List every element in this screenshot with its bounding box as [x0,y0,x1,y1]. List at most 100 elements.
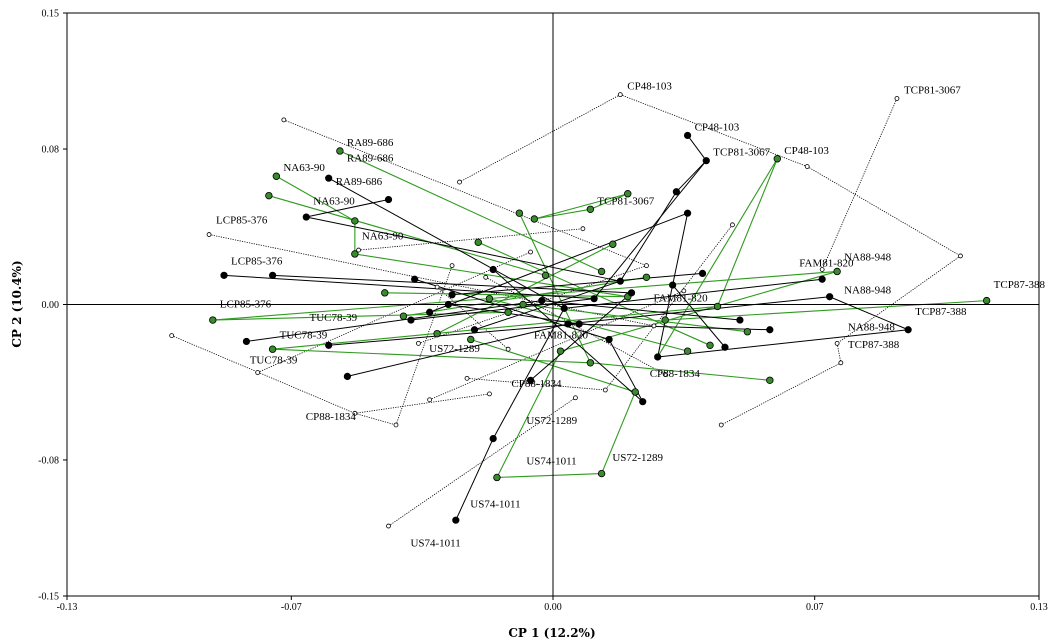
segment-green-6 [590,362,770,381]
point-black-24 [564,320,572,328]
point-white-25 [602,387,608,393]
segment-green-13 [212,311,509,321]
point-black-5 [325,174,333,182]
point-black-33 [575,320,583,328]
point-green-12 [209,316,217,324]
segment-black-15 [347,323,569,377]
x-axis-label: CP 1 (12.2%) [508,626,595,640]
point-white-14 [352,410,358,416]
segment-green-15 [496,473,602,479]
segment-black-6 [657,329,909,358]
y-tick-label: 0.15 [42,9,60,20]
point-label-33: US74-1011 [526,456,576,468]
point-green-34 [713,302,722,311]
point-black-36 [698,269,707,278]
point-black-25 [654,353,662,361]
point-white-10 [206,232,212,237]
segment-green-22 [518,212,591,364]
point-green-28 [586,359,595,367]
point-green-18 [609,240,617,248]
segment-green-5 [665,300,987,321]
point-black-11 [325,341,333,349]
point-black-21 [616,277,624,285]
point-black-37 [721,343,729,351]
segment-black-26 [410,298,595,321]
segment-black-25 [414,278,610,340]
point-white-3 [958,253,963,259]
point-label-11: NA63-90 [362,230,404,242]
point-label-18: FAM81-820 [799,257,854,269]
x-tick-label: 0.00 [544,602,562,613]
point-black-9 [269,271,277,279]
segment-thin-10 [358,228,583,251]
segment-thin-16 [395,265,453,426]
point-label-34: US74-1011 [470,498,520,510]
point-label-30: CP88-1834 [511,378,562,390]
point-label-25: TCP87-388 [915,306,967,318]
point-label-35: US74-1011 [410,537,460,549]
y-tick-label: 0.00 [42,300,60,311]
y-tick-label: 0.08 [42,145,60,156]
segment-black-8 [328,177,565,309]
point-label-13: LCP85-376 [231,256,283,268]
point-label-32: CP88-1834 [306,411,357,423]
point-black-29 [407,316,415,324]
point-white-2 [804,164,810,169]
segment-thin-12 [354,412,397,426]
point-label-5: TCP81-3067 [597,195,654,207]
segment-black-1 [676,160,707,193]
point-green-4 [982,296,991,305]
point-black-3 [826,293,834,301]
point-green-8 [272,172,281,180]
point-label-0: CP48-103 [627,81,672,93]
point-label-4: TCP81-3067 [713,147,770,159]
point-label-21: NA88-948 [844,252,892,264]
segment-thin-7 [605,224,733,391]
point-label-16: TUC78-39 [280,329,328,341]
point-label-10: NA63-90 [313,195,355,207]
point-label-12: LCP85-376 [216,215,268,227]
point-green-10 [351,217,359,225]
segment-thin-1 [807,166,961,257]
point-green-0 [773,155,782,163]
point-label-7: RA89-686 [347,153,394,165]
segment-thin-21 [466,377,606,391]
point-label-3: TCP81-3067 [904,85,961,97]
point-black-0 [683,131,692,140]
segment-green-1 [716,158,778,307]
point-label-17: TUC78-39 [250,355,298,367]
point-label-31: CP88-1834 [650,368,701,380]
point-white-5 [834,340,840,346]
point-green-29 [661,316,669,324]
segment-black-12 [272,274,632,294]
point-green-24 [399,312,408,320]
segment-green-0 [657,158,778,358]
segment-thin-11 [171,335,356,414]
segment-black-24 [452,272,703,296]
segment-black-2 [619,191,677,282]
point-green-16 [631,388,639,396]
segment-black-27 [492,269,644,403]
point-green-11 [351,250,359,258]
point-green-37 [485,294,494,303]
segment-black-3 [593,160,707,299]
point-black-28 [411,275,419,283]
segment-black-17 [455,438,494,521]
point-green-9 [265,191,273,200]
point-label-26: TCP87-388 [848,339,900,351]
segment-thin-6 [459,94,621,183]
point-white-30 [505,346,511,352]
point-white-6 [838,360,844,366]
point-white-12 [169,333,175,338]
point-green-2 [624,190,632,198]
point-black-35 [627,289,636,297]
point-green-17 [683,347,692,355]
segment-thin-15 [429,290,685,401]
point-label-14: LCP85-376 [220,298,272,310]
point-green-30 [706,341,714,350]
segment-green-25 [212,270,838,321]
segment-green-3 [534,208,591,220]
segment-black-21 [567,323,770,331]
segment-green-7 [523,303,748,333]
point-green-3 [833,267,841,276]
